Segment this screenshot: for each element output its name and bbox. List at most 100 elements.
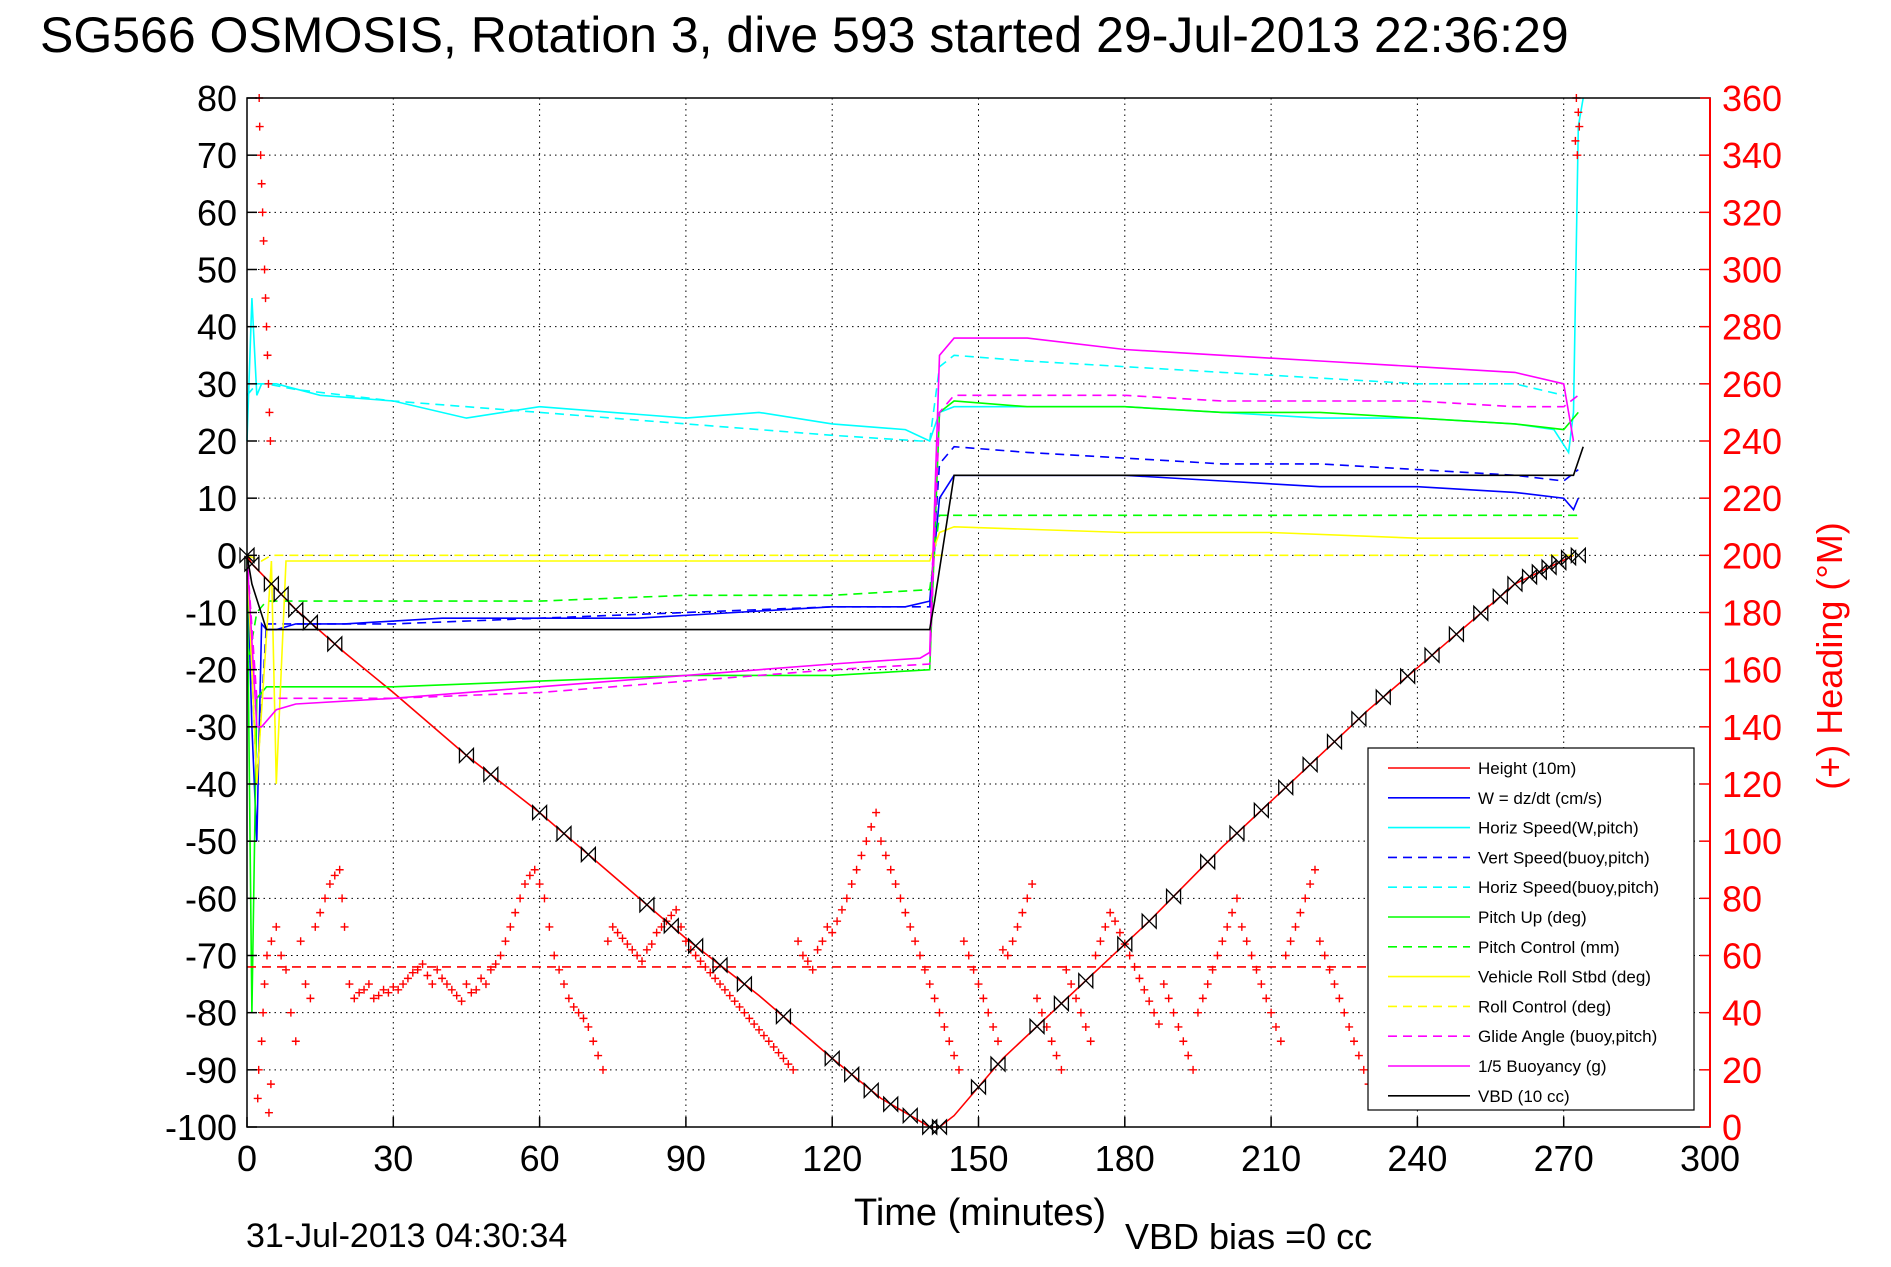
height-marker: [883, 1095, 899, 1113]
heading-point: [530, 865, 539, 874]
legend-entry: Pitch Control (mm): [1478, 938, 1620, 957]
heading-point: [277, 951, 286, 960]
heading-point: [520, 880, 529, 889]
heading-point: [613, 928, 622, 937]
height-marker: [1229, 824, 1245, 842]
heading-point: [964, 951, 973, 960]
heading-point: [258, 208, 267, 217]
heading-point: [1106, 908, 1115, 917]
height-marker: [239, 546, 255, 564]
height-marker: [1570, 546, 1586, 564]
heading-point: [1076, 1008, 1085, 1017]
legend-box: [1367, 747, 1695, 1111]
y-right-tick-label: 280: [1722, 307, 1782, 348]
heading-point: [311, 922, 320, 931]
height-marker: [1278, 778, 1294, 796]
heading-point: [1335, 994, 1344, 1003]
y-tick-label: 80: [197, 78, 237, 119]
heading-point: [1096, 937, 1105, 946]
heading-point: [389, 982, 398, 991]
height-marker: [736, 975, 753, 993]
heading-point: [1018, 908, 1027, 917]
y-right-tick-label: 0: [1722, 1107, 1742, 1148]
y-right-tick-label: 140: [1722, 707, 1782, 748]
series-line-vbd-10-cc: [246, 446, 1584, 631]
heading-point: [925, 980, 934, 989]
heading-point: [379, 985, 388, 994]
heading-point: [262, 322, 271, 331]
y-tick-label: -60: [185, 878, 237, 919]
heading-point: [447, 985, 456, 994]
heading-point: [286, 1008, 295, 1017]
heading-point: [647, 940, 656, 949]
y-right-tick-label: 120: [1722, 764, 1782, 805]
heading-point: [265, 408, 274, 417]
x-tick-label: 90: [666, 1138, 706, 1179]
heading-point: [1223, 922, 1232, 931]
heading-point: [260, 265, 269, 274]
y-right-tick-label: 320: [1722, 192, 1782, 233]
heading-point: [264, 1108, 273, 1117]
heading-point: [545, 922, 554, 931]
heading-point: [984, 1008, 993, 1017]
heading-point: [828, 928, 837, 937]
heading-point: [374, 991, 383, 1000]
heading-point: [1281, 951, 1290, 960]
height-marker: [970, 1078, 987, 1096]
heading-point: [618, 934, 627, 943]
legend-entry: Vehicle Roll Stbd (deg): [1478, 968, 1651, 987]
heading-point: [779, 1054, 788, 1063]
height-marker: [1117, 935, 1133, 953]
heading-point: [891, 880, 900, 889]
heading-point: [1574, 108, 1583, 117]
y-right-tick-label: 180: [1722, 593, 1782, 634]
heading-point: [516, 894, 525, 903]
heading-point: [720, 985, 729, 994]
heading-point: [803, 957, 812, 966]
y-tick-label: -40: [185, 764, 237, 805]
y-tick-label: 20: [197, 421, 237, 462]
y-tick-label: 60: [197, 192, 237, 233]
heading-point: [457, 997, 466, 1006]
heading-point: [525, 871, 534, 880]
heading-point: [1101, 922, 1110, 931]
height-marker: [902, 1107, 918, 1125]
heading-point: [1091, 951, 1100, 960]
heading-point: [920, 965, 929, 974]
y-tick-label: 0: [217, 535, 237, 576]
heading-point: [998, 945, 1007, 954]
height-marker: [580, 845, 597, 864]
heading-point: [813, 945, 822, 954]
heading-point: [394, 985, 403, 994]
legend-entry: VBD (10 cc): [1478, 1087, 1570, 1106]
y-tick-label: -20: [185, 650, 237, 691]
heading-point: [399, 980, 408, 989]
heading-point: [808, 965, 817, 974]
heading-point: [335, 865, 344, 874]
heading-point: [711, 974, 720, 983]
vbd-bias-note: VBD bias =0 cc: [1125, 1216, 1372, 1257]
heading-point: [1164, 994, 1173, 1003]
heading-point: [338, 894, 347, 903]
heading-point: [467, 988, 476, 997]
heading-point: [594, 1051, 603, 1060]
heading-point: [256, 151, 265, 160]
y-tick-label: -50: [185, 821, 237, 862]
height-marker: [1078, 972, 1094, 990]
heading-point: [261, 294, 270, 303]
y-tick-label: 30: [197, 364, 237, 405]
heading-point: [740, 1008, 749, 1017]
heading-point: [623, 940, 632, 949]
heading-point: [403, 974, 412, 983]
heading-point: [1028, 880, 1037, 889]
heading-point: [301, 980, 310, 989]
heading-point: [930, 994, 939, 1003]
heading-point: [418, 960, 427, 969]
heading-point: [540, 894, 549, 903]
heading-point: [1325, 965, 1334, 974]
height-marker: [775, 1007, 792, 1026]
y-right-tick-label: 360: [1722, 78, 1782, 119]
heading-point: [1573, 151, 1582, 160]
height-marker: [1351, 710, 1367, 728]
height-marker: [273, 585, 289, 603]
